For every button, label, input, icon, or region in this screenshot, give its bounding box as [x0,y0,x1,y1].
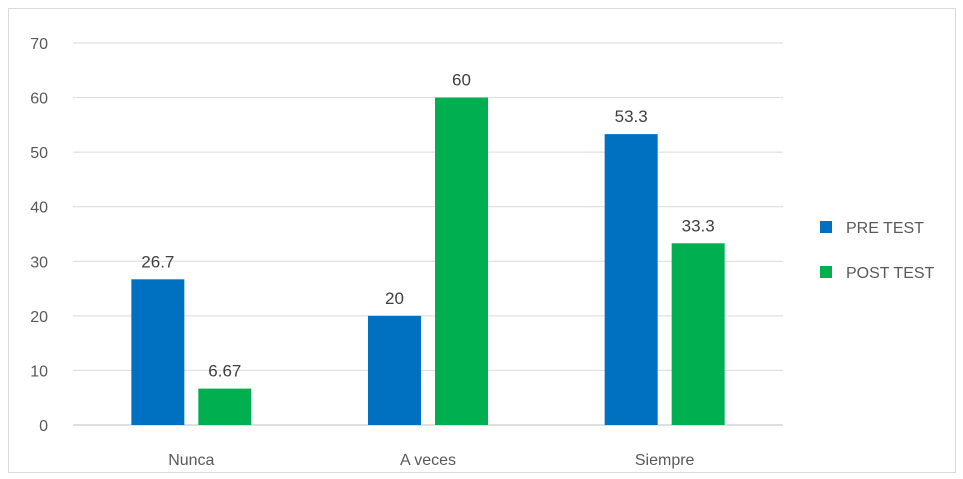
bar-post-test-nunca [198,388,252,425]
y-tick-label: 70 [30,36,48,53]
gridlines [73,42,783,426]
y-tick-label: 0 [39,418,48,435]
y-tick-label: 50 [30,145,48,162]
x-tick-label: A veces [400,452,456,469]
x-tick-label: Siempre [635,452,695,469]
bar-post-test-a-veces [435,97,488,426]
bar-pre-test-nunca [131,279,185,425]
y-tick-label: 30 [30,254,48,271]
legend-label: PRE TEST [846,220,924,237]
y-tick-label: 10 [30,363,48,380]
data-label: 6.67 [208,362,241,381]
legend-label: POST TEST [846,265,935,282]
data-label: 20 [385,289,404,308]
legend-swatch [820,266,832,278]
y-tick-label: 20 [30,309,48,326]
legend-swatch [820,221,832,233]
data-label: 60 [452,71,471,90]
y-axis-ticks: 0 10 20 30 40 50 60 70 [30,36,48,435]
data-label: 33.3 [682,216,715,235]
y-tick-label: 40 [30,200,48,217]
bar-post-test-siempre [671,243,725,425]
data-label: 53.3 [615,107,648,126]
data-labels: 26.7 6.67 20 60 53.3 33.3 [141,71,714,381]
legend: PRE TEST POST TEST [820,220,935,282]
x-axis-ticks: Nunca A veces Siempre [168,452,694,469]
x-tick-label: Nunca [168,452,214,469]
y-tick-label: 60 [30,91,48,108]
bar-pre-test-siempre [604,134,658,426]
bars [131,97,725,426]
data-label: 26.7 [141,252,174,271]
bar-pre-test-a-veces [368,315,421,425]
